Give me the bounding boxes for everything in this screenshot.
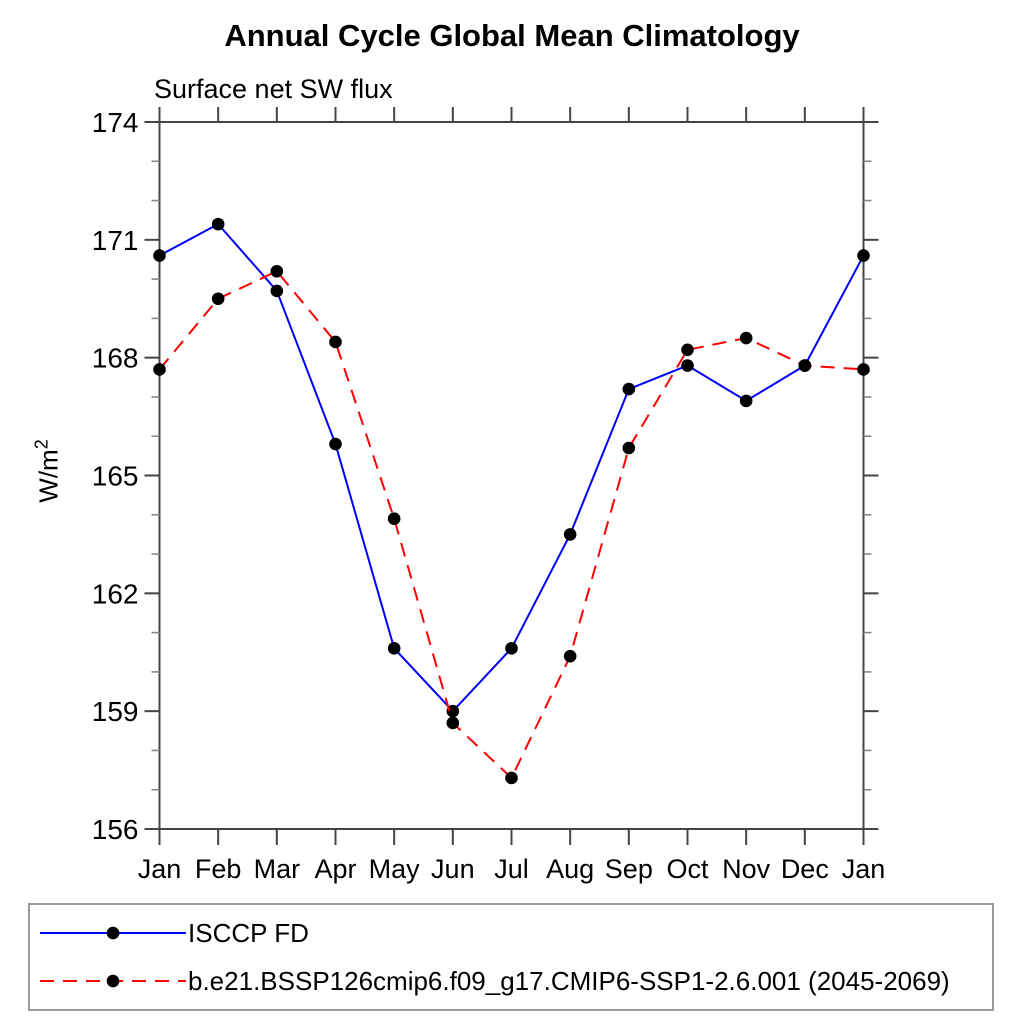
chart-title: Annual Cycle Global Mean Climatology bbox=[224, 18, 800, 53]
data-point bbox=[387, 642, 401, 655]
x-tick-label: Nov bbox=[722, 854, 771, 884]
y-tick-label: 171 bbox=[92, 225, 139, 256]
data-point bbox=[505, 771, 518, 785]
x-tick-label: Feb bbox=[195, 854, 242, 884]
y-tick-label: 174 bbox=[92, 107, 139, 138]
x-tick-label: Sep bbox=[605, 854, 653, 884]
x-tick-label: Jun bbox=[431, 854, 475, 884]
data-point bbox=[270, 284, 284, 298]
y-tick-label: 162 bbox=[92, 578, 139, 609]
data-point bbox=[329, 335, 342, 349]
x-tick-label: May bbox=[369, 854, 421, 884]
legend-marker-line bbox=[40, 926, 186, 940]
data-point bbox=[563, 528, 577, 541]
legend-item: ISCCP FD bbox=[38, 913, 992, 953]
chart-subtitle: Surface net SW flux bbox=[154, 74, 393, 104]
y-axis-label-text: W/m bbox=[33, 449, 64, 503]
legend: ISCCP FD b.e21.BSSP126cmip6.f09_g17.CMIP… bbox=[28, 903, 994, 1011]
y-tick-label: 156 bbox=[92, 814, 139, 845]
plot-frame bbox=[158, 121, 865, 830]
data-point bbox=[857, 363, 870, 376]
data-point bbox=[857, 249, 870, 262]
y-axis-label: W/m2 bbox=[32, 439, 65, 502]
y-tick-label: 159 bbox=[92, 696, 139, 727]
x-tick-label: Oct bbox=[666, 854, 709, 884]
data-point bbox=[387, 512, 401, 526]
legend-marker-line bbox=[40, 974, 186, 988]
x-tick-label: Jul bbox=[494, 854, 529, 884]
data-point bbox=[739, 394, 753, 408]
legend-label: ISCCP FD bbox=[188, 917, 309, 948]
data-point bbox=[563, 649, 577, 663]
y-tick-label: 165 bbox=[92, 461, 139, 492]
data-point bbox=[505, 642, 518, 655]
legend-item: b.e21.BSSP126cmip6.f09_g17.CMIP6-SSP1-2.… bbox=[38, 961, 992, 1001]
data-point bbox=[446, 704, 460, 718]
y-tick-label: 168 bbox=[92, 343, 139, 374]
data-point bbox=[739, 331, 753, 345]
data-point bbox=[681, 343, 694, 357]
x-tick-label: Jan bbox=[842, 854, 886, 884]
data-point bbox=[270, 264, 284, 278]
x-tick-label: Jan bbox=[138, 854, 182, 884]
data-point bbox=[622, 382, 636, 396]
legend-label: b.e21.BSSP126cmip6.f09_g17.CMIP6-SSP1-2.… bbox=[188, 965, 950, 996]
data-point bbox=[798, 359, 812, 372]
data-point bbox=[153, 363, 166, 376]
data-point bbox=[622, 441, 636, 455]
series-line bbox=[159, 222, 865, 713]
data-point bbox=[211, 292, 225, 306]
data-point bbox=[153, 249, 166, 262]
series-line bbox=[158, 270, 864, 780]
data-point bbox=[446, 716, 460, 730]
data-point bbox=[211, 217, 225, 231]
x-tick-label: Dec bbox=[781, 854, 829, 884]
x-tick-label: Aug bbox=[546, 854, 594, 884]
data-point bbox=[329, 437, 342, 451]
y-axis-label-exponent: 2 bbox=[31, 439, 52, 450]
x-tick-label: Apr bbox=[314, 854, 356, 884]
data-point bbox=[681, 359, 694, 372]
x-tick-label: Mar bbox=[254, 854, 301, 884]
